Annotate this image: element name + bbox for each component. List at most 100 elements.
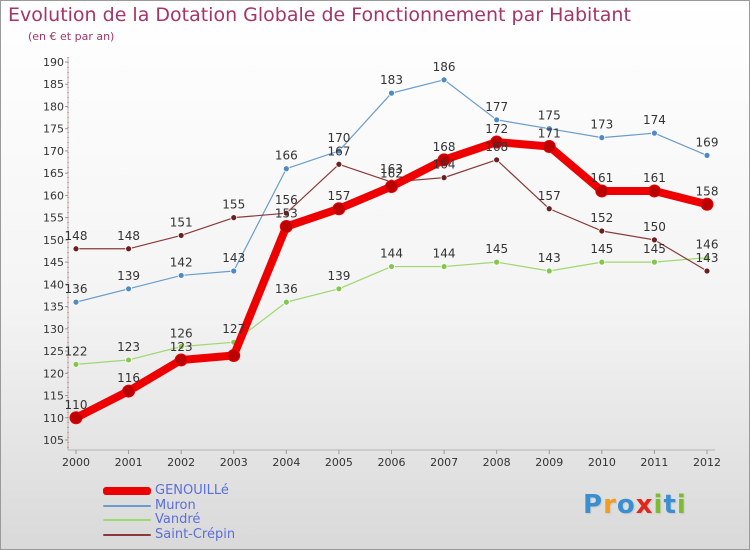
- data-label: 173: [590, 118, 613, 132]
- data-label: 164: [433, 158, 456, 172]
- data-label: 161: [590, 171, 613, 185]
- data-point: [279, 220, 293, 234]
- data-point: [700, 197, 714, 211]
- legend-item-saint-crepin[interactable]: Saint-Crépin: [103, 526, 236, 543]
- data-point: [282, 298, 290, 306]
- data-label: 145: [643, 242, 666, 256]
- data-label: 123: [170, 340, 193, 354]
- y-tick-label: 145: [43, 256, 64, 269]
- data-label: 152: [590, 211, 613, 225]
- data-point: [651, 258, 658, 266]
- data-label: 143: [222, 251, 245, 265]
- data-point: [388, 89, 395, 97]
- y-tick-label: 125: [43, 345, 64, 358]
- data-label: 127: [222, 322, 245, 336]
- data-label: 177: [485, 100, 508, 114]
- data-label: 169: [696, 135, 719, 149]
- legend-label-saint-crepin: Saint-Crépin: [155, 526, 236, 542]
- x-tick-label: 2002: [167, 456, 195, 469]
- data-point: [545, 267, 553, 275]
- data-point: [542, 139, 556, 153]
- data-label: 110: [65, 398, 88, 412]
- data-point: [440, 263, 448, 270]
- y-tick-label: 140: [43, 278, 64, 291]
- x-tick-label: 2008: [483, 456, 511, 469]
- y-tick-label: 170: [43, 145, 64, 158]
- logo-letter: P: [583, 490, 604, 520]
- x-tick-label: 2005: [325, 456, 353, 469]
- data-label: 145: [590, 242, 613, 256]
- legend-label-muron: Muron: [155, 497, 196, 513]
- data-label: 144: [433, 247, 456, 261]
- data-point: [440, 76, 448, 84]
- data-point: [177, 272, 185, 279]
- data-label: 150: [643, 220, 666, 234]
- data-label: 175: [538, 109, 561, 123]
- data-point: [651, 236, 658, 244]
- data-point: [440, 174, 448, 182]
- x-tick-label: 2001: [115, 456, 143, 469]
- legend-swatch-saint-crepin: [103, 533, 151, 536]
- data-label: 145: [485, 242, 508, 256]
- data-point: [174, 353, 188, 367]
- data-label: 157: [327, 189, 350, 203]
- data-point: [177, 343, 185, 351]
- data-point: [125, 245, 132, 253]
- data-label: 122: [65, 344, 88, 358]
- y-tick-label: 160: [43, 189, 64, 202]
- y-tick-label: 180: [43, 100, 64, 113]
- data-label: 162: [380, 167, 403, 181]
- data-point: [282, 209, 290, 217]
- data-point: [72, 298, 80, 306]
- data-point: [703, 267, 711, 275]
- y-tick-label: 185: [43, 78, 64, 91]
- data-label: 163: [380, 162, 403, 176]
- data-point: [651, 129, 658, 137]
- logo-letter: t: [663, 490, 677, 520]
- data-label: 143: [696, 251, 719, 265]
- data-label: 143: [538, 251, 561, 265]
- data-point: [72, 360, 80, 368]
- data-label: 126: [170, 327, 193, 341]
- legend-label-genouille: GENOUILLé: [155, 483, 229, 498]
- data-point: [385, 180, 398, 194]
- data-point: [335, 285, 343, 293]
- legend-item-genouille[interactable]: GENOUILLé: [103, 483, 235, 499]
- legend-label-vandre: Vandré: [155, 512, 201, 527]
- data-label: 144: [380, 247, 403, 261]
- y-tick-label: 155: [43, 212, 64, 225]
- y-tick-label: 175: [43, 123, 64, 136]
- logo-letter: i: [676, 490, 687, 520]
- data-label: 146: [696, 238, 719, 252]
- data-point: [335, 160, 343, 168]
- data-point: [490, 135, 504, 149]
- data-label: 167: [327, 144, 350, 158]
- legend-swatch-muron: [103, 504, 151, 507]
- proxiti-logo: Proxiti: [583, 490, 687, 520]
- data-point: [493, 258, 501, 266]
- data-point: [177, 232, 185, 239]
- data-point: [72, 245, 80, 253]
- x-tick-label: 2007: [430, 456, 458, 469]
- data-point: [332, 202, 346, 216]
- y-tick-label: 105: [43, 434, 64, 447]
- data-point: [125, 285, 132, 293]
- y-tick-label: 165: [43, 167, 64, 180]
- data-point: [437, 153, 451, 167]
- data-point: [493, 156, 501, 164]
- data-point: [227, 349, 241, 363]
- data-point: [69, 411, 83, 425]
- data-label: 158: [696, 184, 719, 198]
- data-label: 170: [327, 131, 350, 145]
- data-label: 116: [117, 371, 140, 385]
- legend-item-muron[interactable]: Muron: [103, 497, 235, 514]
- data-label: 123: [117, 340, 140, 354]
- data-label: 157: [538, 189, 561, 203]
- data-label: 139: [327, 269, 350, 283]
- data-label: 183: [380, 73, 403, 87]
- legend-item-vandre[interactable]: Vandré: [103, 512, 235, 528]
- data-point: [598, 134, 606, 142]
- data-point: [703, 151, 711, 159]
